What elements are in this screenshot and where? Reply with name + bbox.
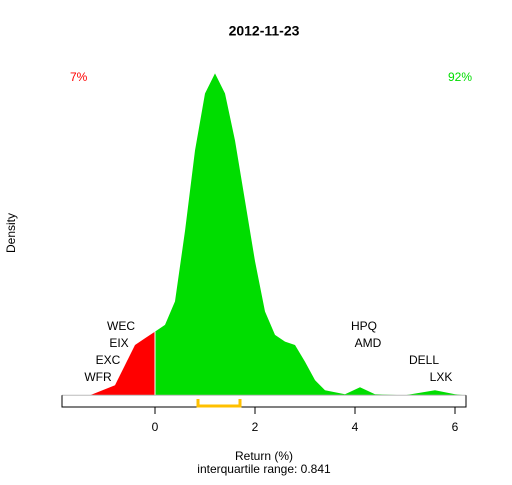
x-tick-label: 4 bbox=[352, 420, 359, 434]
stock-label: WFR bbox=[84, 370, 112, 384]
stock-label: DELL bbox=[409, 353, 439, 367]
density-area-below bbox=[90, 331, 155, 396]
iqr-bracket bbox=[196, 399, 242, 408]
axis-frame bbox=[61, 395, 467, 408]
below-share: 7% bbox=[70, 70, 88, 84]
stock-label: WEC bbox=[107, 319, 135, 333]
stock-label: EIX bbox=[109, 336, 128, 350]
stock-label: AMD bbox=[355, 336, 382, 350]
x-tick-label: 6 bbox=[452, 420, 459, 434]
y-axis-label: Density bbox=[4, 213, 18, 253]
stock-label: EXC bbox=[96, 353, 121, 367]
density-area-above bbox=[155, 73, 465, 396]
stock-label: LXK bbox=[430, 370, 453, 384]
x-axis-label: Return (%) bbox=[235, 449, 293, 463]
x-tick-label: 0 bbox=[152, 420, 159, 434]
subtitle: interquartile range: 0.841 bbox=[197, 462, 331, 476]
stock-label: HPQ bbox=[351, 319, 377, 333]
chart-title: 2012-11-23 bbox=[229, 23, 300, 39]
x-tick-label: 2 bbox=[252, 420, 259, 434]
above-share: 92% bbox=[448, 70, 472, 84]
